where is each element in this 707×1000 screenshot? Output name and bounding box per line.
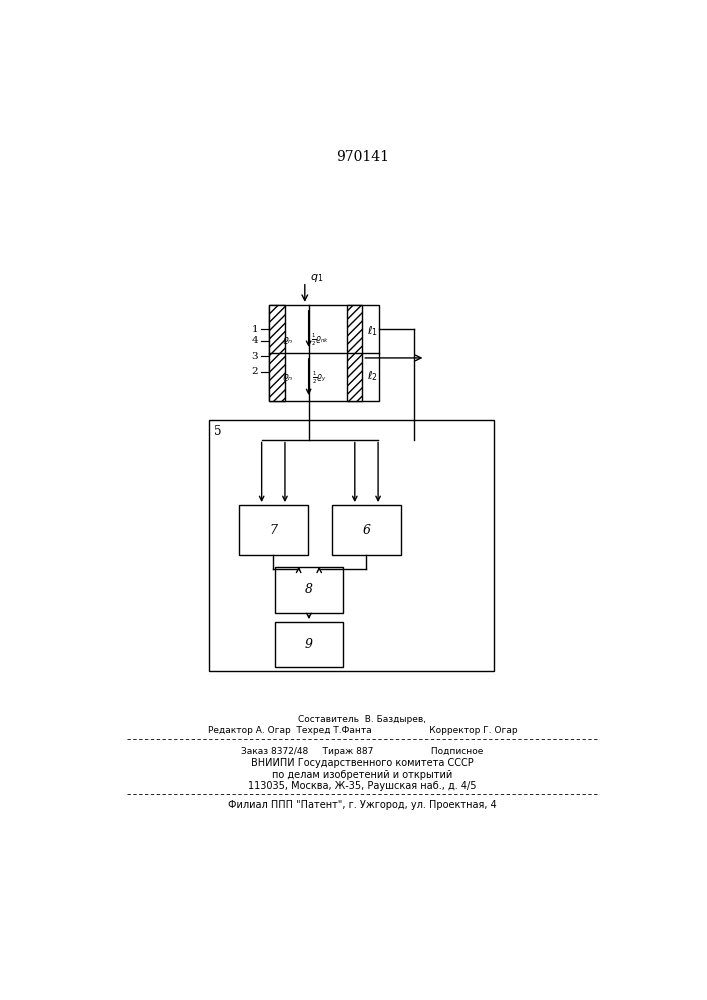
Bar: [275, 567, 343, 613]
Bar: [239, 505, 308, 555]
Text: 9: 9: [305, 638, 313, 651]
Bar: [275, 622, 343, 667]
Text: $\frac{1}{2}\varrho_{nk}$: $\frac{1}{2}\varrho_{nk}$: [310, 332, 329, 348]
Text: ВНИИПИ Государственного комитета СССР: ВНИИПИ Государственного комитета СССР: [251, 758, 474, 768]
Text: 3: 3: [252, 352, 258, 361]
Text: Заказ 8372/48     Тираж 887                    Подписное: Заказ 8372/48 Тираж 887 Подписное: [241, 747, 484, 756]
Text: 970141: 970141: [336, 150, 389, 164]
Text: по делам изобретений и открытий: по делам изобретений и открытий: [272, 770, 452, 780]
Text: $\varrho_n$: $\varrho_n$: [282, 335, 293, 346]
Bar: [347, 305, 363, 401]
Text: 2: 2: [252, 367, 258, 376]
Text: 8: 8: [305, 583, 313, 596]
Bar: [332, 505, 401, 555]
Text: $\frac{1}{2}\varrho_{y}$: $\frac{1}{2}\varrho_{y}$: [312, 370, 327, 386]
Text: $q_1$: $q_1$: [310, 272, 324, 284]
Text: Редактор А. Огар  Техред Т.Фанта                    Корректор Г. Огар: Редактор А. Огар Техред Т.Фанта Корректо…: [208, 726, 517, 735]
Text: Филиал ППП "Патент", г. Ужгород, ул. Проектная, 4: Филиал ППП "Патент", г. Ужгород, ул. Про…: [228, 800, 497, 810]
Text: 5: 5: [214, 425, 222, 438]
Text: 4: 4: [252, 336, 258, 345]
Text: $\ell_1$: $\ell_1$: [367, 324, 378, 338]
Bar: [269, 305, 379, 401]
Bar: [269, 305, 284, 401]
Text: 6: 6: [363, 524, 370, 537]
Text: 113035, Москва, Ж-35, Раушская наб., д. 4/5: 113035, Москва, Ж-35, Раушская наб., д. …: [248, 781, 477, 791]
Bar: [209, 420, 494, 671]
Text: 1: 1: [252, 325, 258, 334]
Text: Составитель  В. Баздырев,: Составитель В. Баздырев,: [298, 715, 426, 724]
Text: $\ell_2$: $\ell_2$: [367, 369, 378, 383]
Text: $\varrho_n$: $\varrho_n$: [282, 372, 293, 383]
Text: 7: 7: [269, 524, 277, 537]
